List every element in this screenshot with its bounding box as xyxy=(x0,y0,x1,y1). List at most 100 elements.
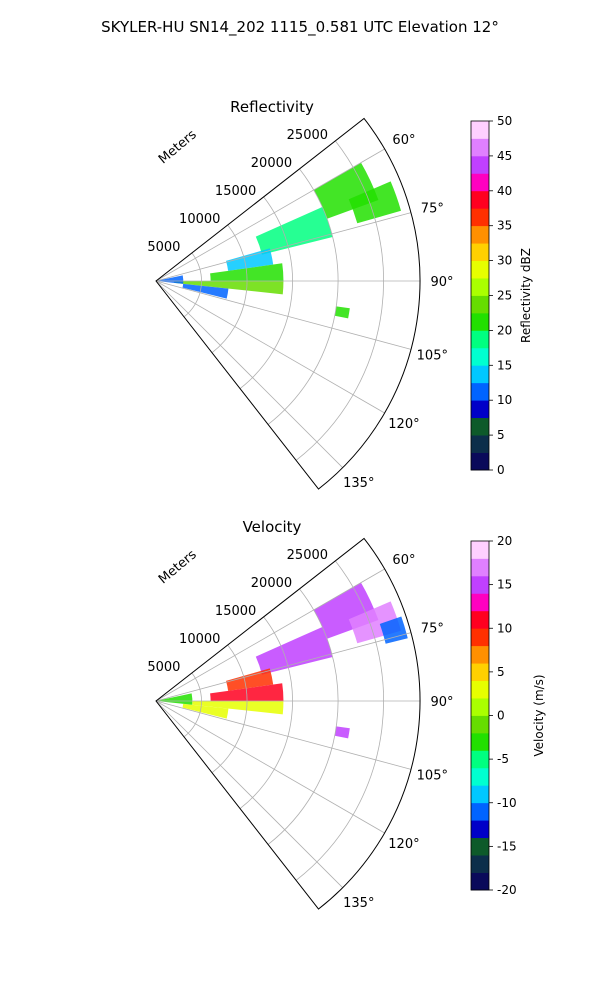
reflectivity-colorbar-tick-label: 45 xyxy=(497,149,512,163)
velocity-colorbar-tick-label: 10 xyxy=(497,621,512,635)
reflectivity-radial-gridline xyxy=(155,148,385,282)
velocity-range-ring xyxy=(211,644,248,774)
velocity-range-tick-label: 5000 xyxy=(147,660,180,675)
reflectivity-angle-tick-label: 60° xyxy=(392,133,415,148)
reflectivity-colorbar-tick-label: 40 xyxy=(497,184,512,198)
reflectivity-angle-tick-label: 120° xyxy=(388,417,419,432)
reflectivity-colorbar-segment xyxy=(471,208,489,227)
velocity-echo-region xyxy=(379,616,408,644)
reflectivity-colorbar-tick-label: 25 xyxy=(497,289,512,303)
reflectivity-colorbar-segment xyxy=(471,138,489,157)
velocity-colorbar-tick-label: 20 xyxy=(497,534,512,548)
reflectivity-range-ring xyxy=(183,252,202,318)
reflectivity-panel-title: Reflectivity xyxy=(230,98,314,116)
reflectivity-colorbar-segment xyxy=(471,155,489,174)
reflectivity-range-tick-label: 20000 xyxy=(251,156,292,171)
reflectivity-colorbar-segment xyxy=(471,330,489,349)
velocity-colorbar-segment xyxy=(471,698,489,716)
reflectivity-angle-tick-label: 90° xyxy=(430,275,453,290)
reflectivity-radial-gridline xyxy=(155,212,412,282)
velocity-colorbar-segment xyxy=(471,750,489,769)
reflectivity-colorbar-segment xyxy=(471,312,489,331)
reflectivity-colorbar-segment xyxy=(471,452,489,471)
reflectivity-colorbar-tick-label: 35 xyxy=(497,219,512,233)
velocity-angle-tick-label: 120° xyxy=(388,837,419,852)
velocity-echo-layer xyxy=(158,582,408,739)
reflectivity-colorbar-tick-label: 50 xyxy=(497,114,512,128)
reflectivity-range-ring xyxy=(239,196,293,389)
velocity-colorbar-segment xyxy=(471,593,489,612)
velocity-range-tick-label: 25000 xyxy=(287,548,328,563)
velocity-echo-region xyxy=(334,726,350,739)
reflectivity-colorbar-segment xyxy=(471,382,489,401)
velocity-echo-region xyxy=(255,626,333,675)
velocity-radial-gridline xyxy=(155,700,412,770)
reflectivity-radial-gridline xyxy=(155,280,412,350)
reflectivity-colorbar-tick-label: 10 xyxy=(497,393,512,407)
reflectivity-range-tick-label: 10000 xyxy=(179,212,220,227)
reflectivity-colorbar-segment xyxy=(471,121,489,139)
reflectivity-range-tick-label: 15000 xyxy=(215,184,256,199)
velocity-colorbar-segment xyxy=(471,820,489,839)
velocity-colorbar-segment xyxy=(471,732,489,751)
reflectivity-sector-outline xyxy=(155,117,421,490)
velocity-colorbar-segment xyxy=(471,715,489,734)
velocity-echo-region xyxy=(226,668,274,691)
reflectivity-panel: Reflectivity Meters 5000 10000 15000 20000 2… xyxy=(147,98,533,491)
velocity-colorbar-segment xyxy=(471,837,489,856)
reflectivity-radial-gridline xyxy=(155,280,343,468)
reflectivity-colorbar-segment xyxy=(471,260,489,279)
velocity-radial-gridline xyxy=(155,568,385,702)
reflectivity-radial-gridline xyxy=(155,280,385,414)
reflectivity-colorbar-segment xyxy=(471,243,489,261)
reflectivity-colorbar-segment xyxy=(471,173,489,192)
reflectivity-angle-tick-label: 105° xyxy=(417,349,448,364)
reflectivity-colorbar: 0 5 10 15 20 25 30 35 40 45 50 Reflectivity dBZ xyxy=(470,114,533,477)
reflectivity-colorbar-segment xyxy=(471,347,489,366)
reflectivity-echo-region xyxy=(255,206,333,255)
reflectivity-range-tick-label: 25000 xyxy=(287,128,328,143)
velocity-colorbar-segment xyxy=(471,680,489,699)
velocity-range-tick-label: 15000 xyxy=(215,604,256,619)
reflectivity-colorbar-tick-label: 15 xyxy=(497,358,512,372)
velocity-colorbar-segment xyxy=(471,767,489,786)
velocity-colorbar-segment xyxy=(471,663,489,681)
reflectivity-colorbar-segment xyxy=(471,417,489,436)
reflectivity-range-ring xyxy=(211,224,248,354)
reflectivity-range-axis-label: Meters xyxy=(156,127,200,167)
velocity-colorbar-segment xyxy=(471,575,489,594)
velocity-range-ring xyxy=(267,588,339,845)
reflectivity-colorbar-segment xyxy=(471,365,489,384)
reflectivity-colorbar-segment xyxy=(471,400,489,419)
reflectivity-echo-region xyxy=(334,306,350,319)
velocity-colorbar-tick-label: 0 xyxy=(497,709,505,723)
velocity-radial-gridline xyxy=(155,700,343,888)
velocity-angle-tick-label: 105° xyxy=(417,769,448,784)
velocity-colorbar-tick-label: -5 xyxy=(497,752,509,766)
velocity-radial-gridline xyxy=(155,632,412,702)
velocity-panel: Velocity Meters 5000 10000 15000 20000 25000… xyxy=(147,518,546,911)
velocity-colorbar-segment xyxy=(471,855,489,873)
velocity-sector-outline xyxy=(155,537,421,910)
velocity-colorbar-segment xyxy=(471,558,489,577)
reflectivity-echo-region xyxy=(158,275,184,284)
velocity-colorbar-segment xyxy=(471,872,489,891)
velocity-angle-tick-label: 60° xyxy=(392,553,415,568)
reflectivity-angle-tick-label: 135° xyxy=(343,476,374,491)
velocity-colorbar-tick-label: 5 xyxy=(497,665,505,679)
velocity-radial-gridline xyxy=(155,700,385,834)
figure-title: SKYLER-HU SN14_202 1115_0.581 UTC Elevat… xyxy=(101,18,499,37)
reflectivity-colorbar-segment xyxy=(471,190,489,209)
velocity-colorbar-segment xyxy=(471,645,489,664)
reflectivity-colorbar-segment xyxy=(471,278,489,296)
reflectivity-colorbar-segment xyxy=(471,295,489,314)
velocity-echo-region xyxy=(182,703,229,719)
velocity-colorbar: -20 -15 -10 -5 0 5 10 15 20 Velocity (m/s) xyxy=(470,534,546,897)
velocity-colorbar-segment xyxy=(471,541,489,559)
velocity-colorbar-segment xyxy=(471,610,489,629)
velocity-colorbar-tick-label: -10 xyxy=(497,796,517,810)
velocity-angle-tick-label: 135° xyxy=(343,896,374,911)
velocity-range-tick-label: 20000 xyxy=(251,576,292,591)
reflectivity-echo-region xyxy=(226,248,274,271)
reflectivity-colorbar-tick-label: 5 xyxy=(497,428,505,442)
